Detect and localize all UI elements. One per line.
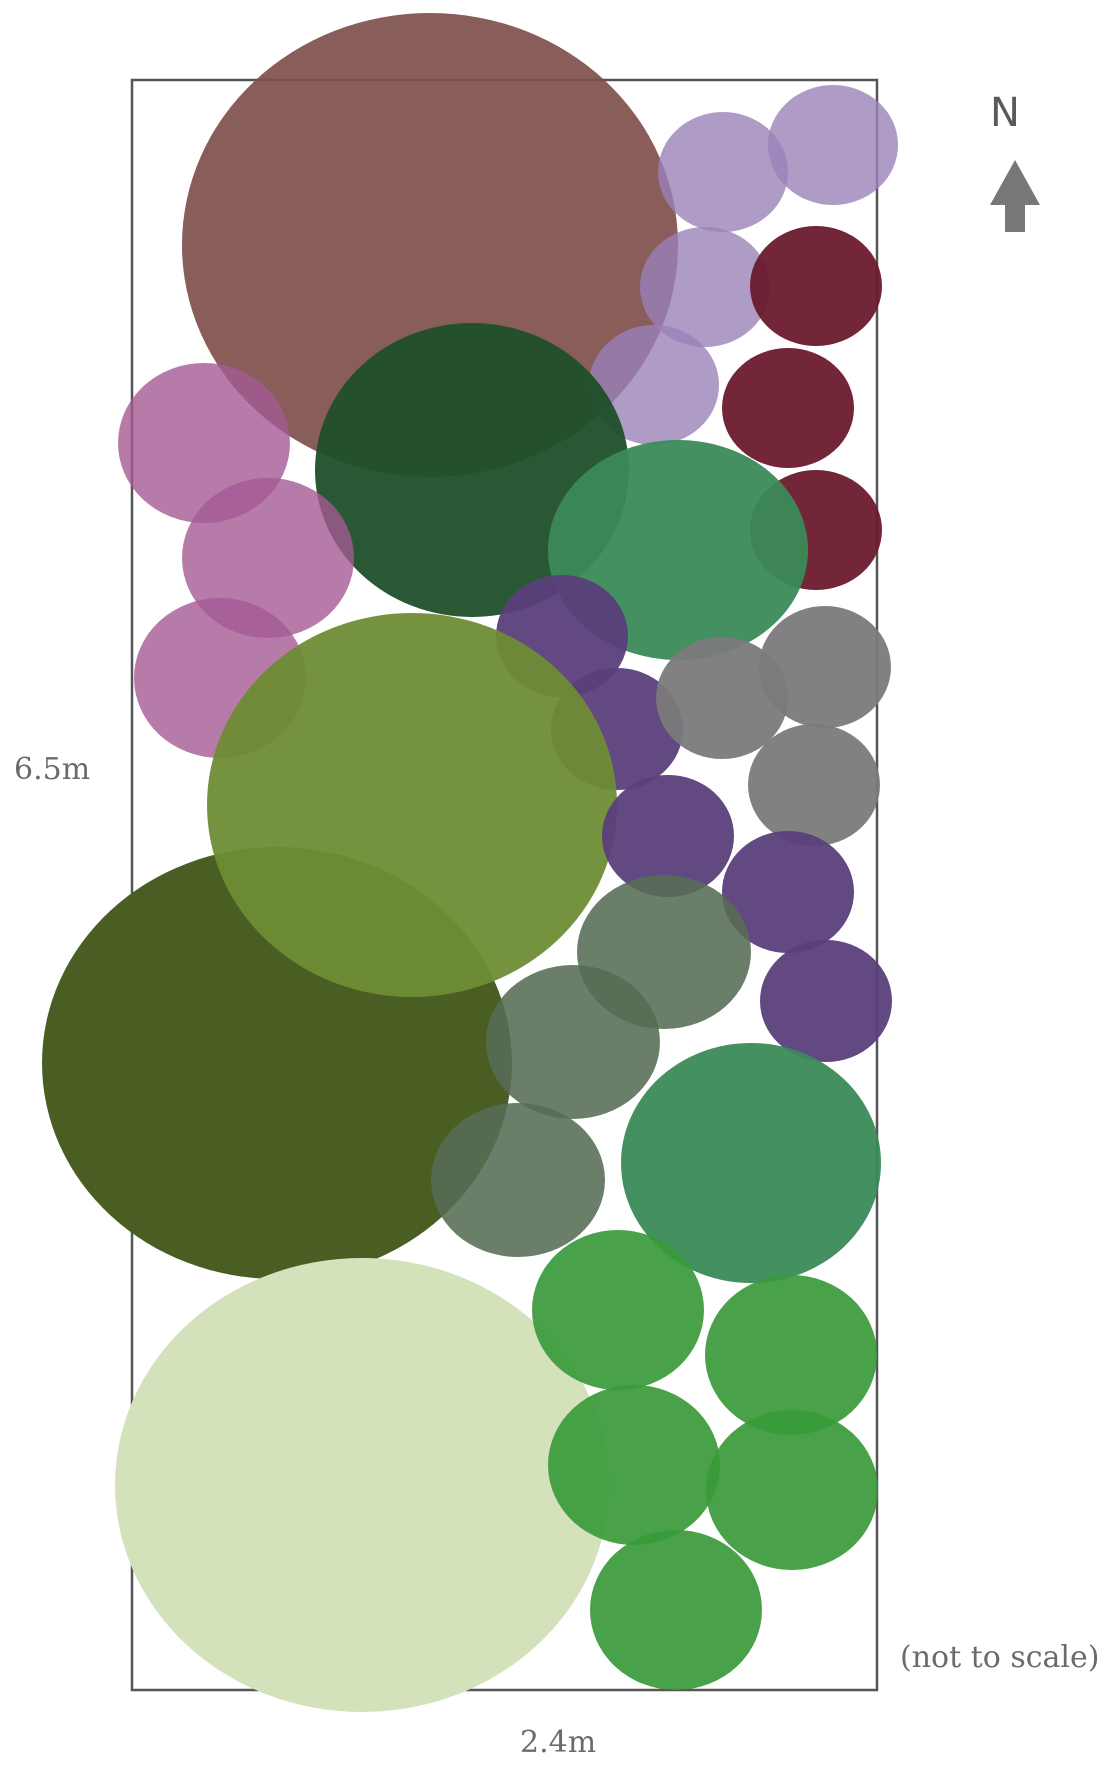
bright-green-shrub-3 <box>548 1385 720 1545</box>
grey-shrub-1 <box>759 606 891 728</box>
mid-green-shrub-2 <box>621 1043 881 1283</box>
grey-green-shrub-3 <box>431 1103 605 1257</box>
bright-green-shrub-1 <box>532 1230 704 1390</box>
maroon-shrub-2 <box>722 348 854 468</box>
maroon-shrub-1 <box>750 226 882 346</box>
bright-green-shrub-5 <box>590 1530 762 1690</box>
pink-purple-shrub-2 <box>182 478 354 638</box>
deep-purple-shrub-5 <box>760 940 892 1062</box>
north-arrow-icon <box>990 160 1040 232</box>
height-dimension-label: 6.5m <box>14 752 91 787</box>
width-dimension-label: 2.4m <box>520 1725 597 1760</box>
scale-note: (not to scale) <box>900 1640 1100 1675</box>
grey-shrub-3 <box>748 724 880 846</box>
grey-shrub-2 <box>656 637 788 759</box>
lavender-shrub-4 <box>589 325 719 445</box>
pale-green-tree <box>115 1258 609 1712</box>
deep-purple-shrub-3 <box>602 775 734 897</box>
olive-tree <box>207 613 617 997</box>
plants-layer <box>42 13 898 1712</box>
deep-purple-shrub-4 <box>722 831 854 953</box>
lavender-shrub-2 <box>768 85 898 205</box>
lavender-shrub-3 <box>640 227 770 347</box>
lavender-shrub-1 <box>658 112 788 232</box>
bright-green-shrub-2 <box>705 1275 877 1435</box>
bright-green-shrub-4 <box>706 1410 878 1570</box>
grey-green-shrub-2 <box>486 965 660 1119</box>
north-label: N <box>990 90 1020 136</box>
